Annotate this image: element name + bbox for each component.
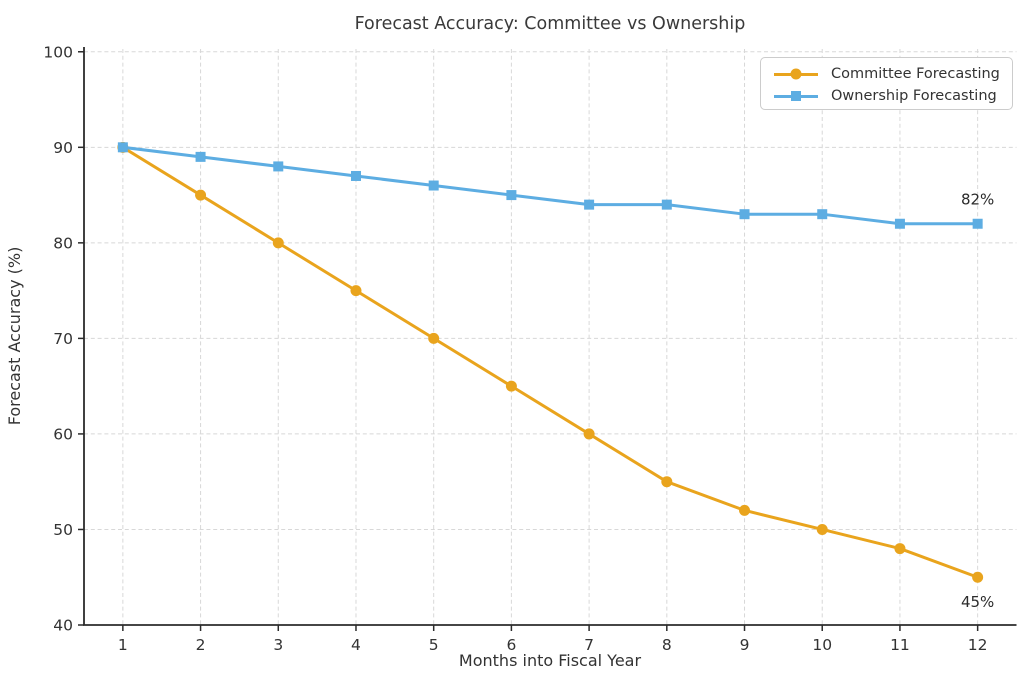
committee-line: [121, 145, 980, 579]
ownership-marker: [739, 209, 750, 220]
y-axis-label: Forecast Accuracy (%): [5, 247, 24, 426]
x-tick-label: 11: [890, 636, 910, 654]
y-tick-label: 80: [53, 234, 73, 252]
ownership-marker: [817, 209, 828, 220]
ownership-line: [121, 145, 980, 226]
legend: Committee Forecasting Ownership Forecast…: [760, 57, 1013, 110]
committee-marker: [195, 189, 207, 201]
legend-label-ownership: Ownership Forecasting: [831, 88, 997, 104]
y-tick-label: 90: [53, 139, 73, 157]
committee-marker: [972, 571, 984, 583]
legend-label-committee: Committee Forecasting: [831, 66, 1000, 82]
ownership-marker: [428, 180, 439, 191]
ownership-square-marker-icon: [791, 91, 801, 101]
x-tick-label: 9: [740, 636, 750, 654]
annotation-45pct: 45%: [961, 593, 994, 611]
ownership-marker: [273, 161, 284, 172]
ownership-marker: [350, 170, 361, 181]
x-tick-label: 2: [196, 636, 206, 654]
ownership-marker: [972, 218, 983, 229]
y-tick-label: 50: [53, 521, 73, 539]
chart-title: Forecast Accuracy: Committee vs Ownershi…: [355, 14, 746, 34]
y-tick-label: 70: [53, 330, 73, 348]
committee-marker: [661, 476, 673, 488]
x-axis-label: Months into Fiscal Year: [459, 651, 642, 670]
committee-marker: [428, 332, 440, 344]
ownership-marker: [117, 142, 128, 153]
ownership-marker: [894, 218, 905, 229]
x-tick-label: 3: [273, 636, 283, 654]
annotation-82pct: 82%: [961, 191, 994, 209]
committee-line-swatch: [774, 68, 818, 80]
legend-item-ownership: Ownership Forecasting: [774, 85, 1012, 107]
x-tick-label: 7: [584, 636, 594, 654]
committee-marker: [583, 428, 595, 440]
y-tick-label: 60: [53, 425, 73, 443]
committee-circle-marker-icon: [790, 68, 802, 80]
ownership-marker: [584, 199, 595, 210]
legend-item-committee: Committee Forecasting: [774, 63, 1012, 85]
x-tick-label: 4: [351, 636, 361, 654]
ownership-marker: [506, 190, 517, 201]
committee-marker: [739, 504, 751, 516]
ownership-marker: [195, 151, 206, 162]
committee-marker: [350, 285, 362, 297]
ownership-marker: [661, 199, 672, 210]
y-tick-label: 40: [53, 617, 73, 635]
ownership-line-swatch: [774, 91, 818, 101]
x-tick-label: 5: [429, 636, 439, 654]
x-tick-label: 6: [506, 636, 516, 654]
y-tick-label: 100: [43, 43, 73, 61]
committee-marker: [816, 523, 828, 535]
committee-marker: [894, 543, 906, 555]
committee-marker: [272, 237, 284, 249]
committee-marker: [505, 380, 517, 392]
x-tick-label: 1: [118, 636, 128, 654]
x-tick-label: 10: [812, 636, 832, 654]
x-tick-label: 8: [662, 636, 672, 654]
x-tick-label: 12: [968, 636, 988, 654]
